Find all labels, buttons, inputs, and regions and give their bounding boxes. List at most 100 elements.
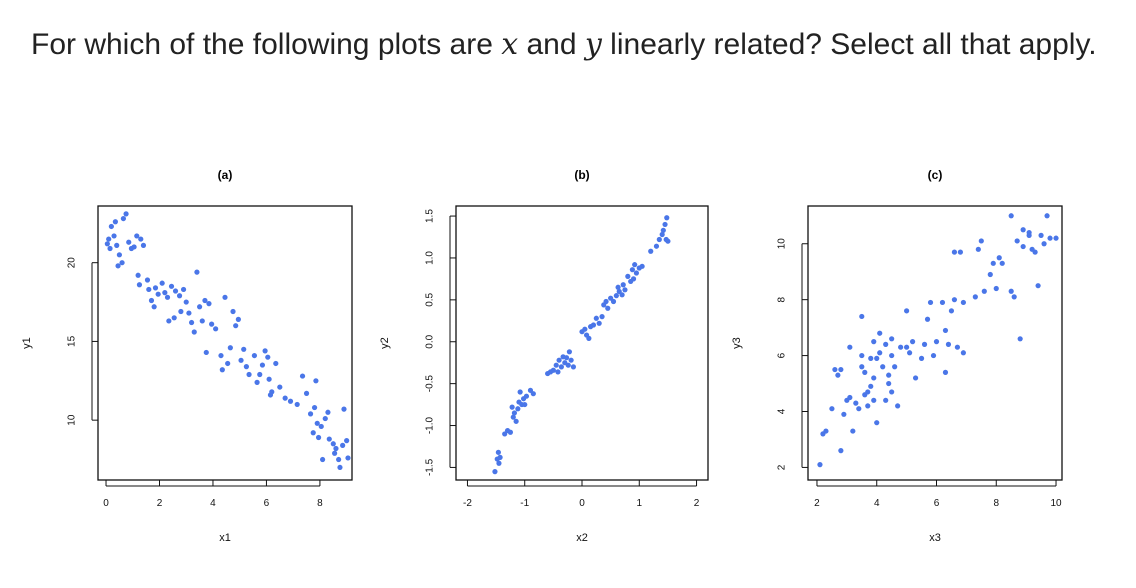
data-point bbox=[164, 294, 171, 300]
y-tick-label: 2 bbox=[777, 464, 788, 470]
y-tick-label: -1.0 bbox=[425, 416, 436, 434]
x-tick-label: 2 bbox=[157, 498, 163, 509]
data-point bbox=[238, 357, 244, 363]
data-point bbox=[146, 286, 152, 293]
question-part-1: For which of the following plots are bbox=[31, 28, 502, 61]
data-point bbox=[1011, 294, 1017, 300]
x-tick-label: 10 bbox=[1050, 498, 1062, 509]
data-point bbox=[318, 423, 324, 430]
data-point bbox=[883, 341, 889, 347]
y-tick-label: 0.0 bbox=[425, 334, 436, 348]
data-point bbox=[492, 469, 498, 475]
x-tick-label: 6 bbox=[264, 498, 270, 509]
data-point bbox=[199, 318, 205, 324]
data-point bbox=[907, 350, 913, 356]
data-point bbox=[622, 287, 628, 293]
data-point bbox=[930, 352, 937, 359]
data-point bbox=[262, 348, 268, 354]
plot-frame bbox=[97, 205, 353, 481]
data-point bbox=[168, 283, 175, 289]
y-tick-label: 8 bbox=[777, 296, 788, 302]
plot-title: (a) bbox=[218, 168, 233, 182]
x-axis-label: x3 bbox=[929, 532, 941, 544]
data-point bbox=[183, 299, 189, 305]
data-point bbox=[847, 394, 853, 401]
data-point bbox=[310, 430, 316, 436]
data-point bbox=[550, 367, 556, 373]
data-point bbox=[341, 406, 347, 412]
data-point bbox=[235, 316, 241, 322]
data-point bbox=[615, 284, 621, 290]
data-point bbox=[322, 415, 328, 422]
data-point bbox=[218, 352, 224, 359]
y-tick-label: 1.0 bbox=[425, 251, 436, 265]
data-point bbox=[176, 293, 183, 299]
data-point bbox=[664, 215, 670, 221]
data-point bbox=[883, 397, 889, 403]
data-point bbox=[874, 420, 880, 426]
data-point bbox=[877, 350, 883, 356]
data-point bbox=[206, 301, 212, 307]
data-point bbox=[186, 310, 192, 316]
data-point bbox=[1008, 288, 1014, 294]
data-point bbox=[148, 297, 155, 304]
data-point bbox=[895, 403, 901, 409]
data-point bbox=[921, 341, 928, 347]
data-point bbox=[241, 346, 247, 352]
plot-title: (b) bbox=[574, 168, 589, 182]
data-point bbox=[847, 344, 853, 350]
data-point bbox=[227, 345, 233, 351]
data-point bbox=[999, 260, 1005, 266]
data-point bbox=[243, 364, 249, 370]
data-point bbox=[287, 398, 294, 404]
data-point bbox=[868, 383, 874, 389]
data-point bbox=[191, 329, 197, 335]
data-point bbox=[570, 364, 577, 370]
data-point bbox=[131, 244, 137, 250]
data-point bbox=[159, 280, 165, 286]
x-tick-label: 0 bbox=[103, 498, 109, 509]
data-point bbox=[225, 360, 231, 367]
data-point bbox=[660, 227, 666, 233]
x-tick-label: 1 bbox=[636, 498, 642, 509]
x-tick-label: 4 bbox=[210, 498, 216, 509]
data-point bbox=[874, 355, 880, 361]
data-point bbox=[978, 238, 984, 244]
data-point bbox=[138, 236, 144, 242]
data-point bbox=[835, 372, 841, 378]
data-point bbox=[553, 362, 559, 368]
data-point bbox=[948, 308, 955, 314]
data-point bbox=[119, 260, 125, 266]
data-point bbox=[942, 369, 949, 375]
question-text: For which of the following plots are x a… bbox=[31, 22, 1111, 68]
data-point bbox=[850, 428, 856, 434]
data-point bbox=[517, 389, 523, 395]
data-point bbox=[656, 236, 662, 243]
data-point bbox=[257, 371, 263, 378]
x-tick-label: 6 bbox=[934, 498, 940, 509]
data-point bbox=[213, 326, 219, 332]
data-point bbox=[853, 400, 859, 406]
data-point bbox=[889, 389, 895, 395]
plot-2: (b) -2 -1 0 1 2 x2 -1.5 -1.0 -0.5 0.0 0.5 1.0 1.5 y2 bbox=[379, 168, 709, 544]
data-point bbox=[603, 298, 609, 305]
data-point bbox=[590, 322, 597, 328]
data-point bbox=[945, 341, 952, 347]
data-point bbox=[134, 233, 140, 239]
data-point bbox=[194, 269, 200, 275]
data-point bbox=[829, 406, 835, 412]
data-point bbox=[307, 411, 314, 417]
data-point bbox=[1017, 336, 1023, 342]
data-point bbox=[665, 238, 671, 244]
data-point bbox=[222, 294, 228, 300]
y-tick-label: 1.5 bbox=[425, 209, 436, 223]
data-point bbox=[633, 270, 640, 276]
data-point bbox=[523, 393, 530, 399]
data-point bbox=[898, 344, 904, 350]
data-point bbox=[630, 276, 637, 282]
data-point bbox=[344, 438, 350, 444]
data-point bbox=[522, 401, 528, 408]
y-tick-label: 15 bbox=[67, 335, 78, 347]
data-point bbox=[330, 441, 336, 447]
data-point bbox=[251, 352, 258, 359]
